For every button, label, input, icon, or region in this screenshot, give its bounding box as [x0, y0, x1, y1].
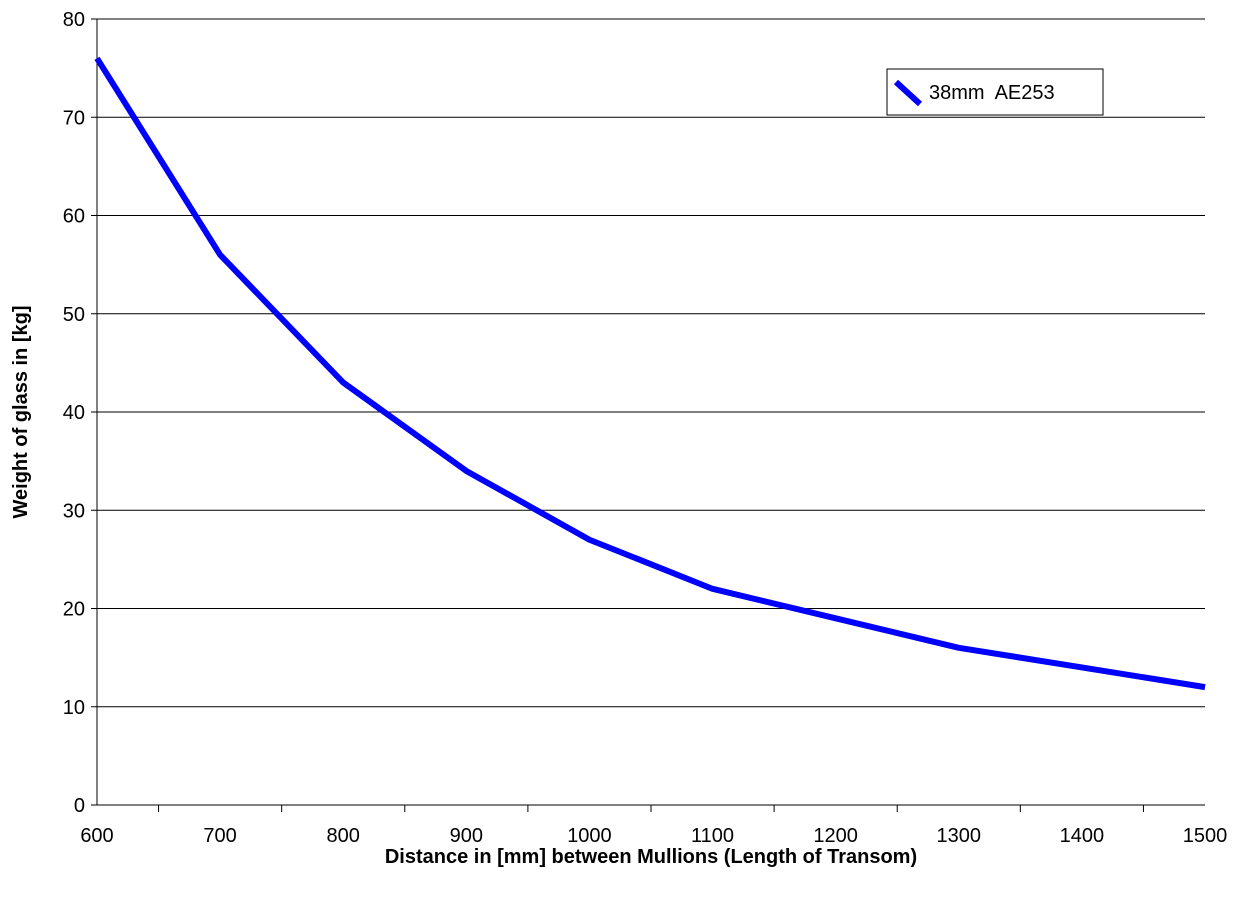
- y-tick-label-10: 10: [63, 697, 85, 719]
- x-tick-label-800: 800: [327, 825, 360, 847]
- x-tick-label-1300: 1300: [937, 825, 982, 847]
- legend: 38mm AE253: [886, 68, 1104, 116]
- x-axis-title: Distance in [mm] between Mullions (Lengt…: [385, 846, 917, 868]
- x-tick-label-900: 900: [450, 825, 483, 847]
- x-tick-label-1000: 1000: [567, 825, 612, 847]
- y-tick-label-50: 50: [63, 304, 85, 326]
- y-tick-label-0: 0: [74, 795, 85, 817]
- legend-swatch-0: [893, 79, 923, 107]
- x-tick-label-1500: 1500: [1183, 825, 1228, 847]
- series-line-0: [94, 56, 1206, 691]
- x-tick-label-1400: 1400: [1060, 825, 1105, 847]
- x-tick-label-600: 600: [80, 825, 113, 847]
- gridlines: [97, 18, 1205, 708]
- y-tick-label-40: 40: [63, 402, 85, 424]
- y-axis-title: Weight of glass in [kg]: [10, 306, 32, 519]
- series-layer: [94, 56, 1206, 691]
- y-tick-label-20: 20: [63, 599, 85, 621]
- y-tick-label-70: 70: [63, 107, 85, 129]
- x-tick-label-1200: 1200: [813, 825, 858, 847]
- legend-label-0: 38mm AE253: [929, 82, 1055, 104]
- axes: 0 10 20 30 40 50 60 70 80 600 700 800 900 1000 1100 120…: [63, 9, 1228, 847]
- legend-box: [886, 68, 1104, 116]
- y-tick-label-60: 60: [63, 206, 85, 228]
- x-tick-label-1100: 1100: [691, 825, 734, 847]
- y-tick-label-80: 80: [63, 9, 85, 31]
- x-tick-label-700: 700: [203, 825, 236, 847]
- y-tick-label-30: 30: [63, 500, 85, 522]
